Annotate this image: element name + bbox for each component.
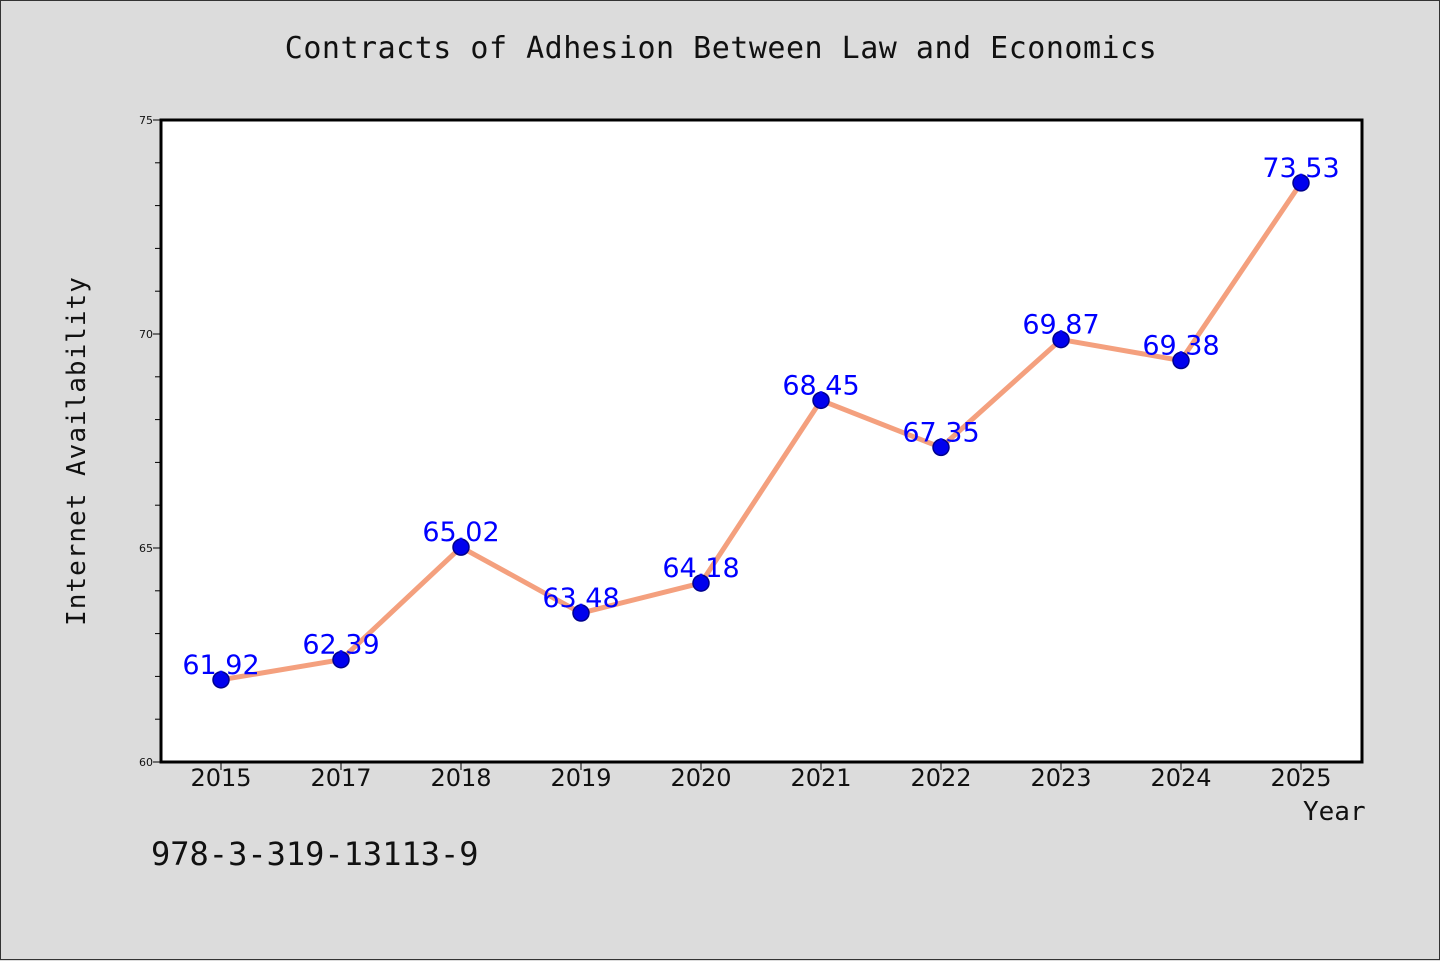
x-tick-label: 2024 <box>1150 764 1211 792</box>
y-tick-label: 60 <box>139 756 153 769</box>
data-point <box>812 391 830 410</box>
y-tick-label: 65 <box>139 542 153 555</box>
data-point <box>212 671 230 689</box>
data-point <box>572 604 590 622</box>
x-tick-label: 2022 <box>910 764 971 792</box>
data-point <box>692 574 710 592</box>
chart-title: Contracts of Adhesion Between Law and Ec… <box>284 31 1158 66</box>
x-tick-label: 2015 <box>190 764 251 792</box>
data-label: 69.87 <box>1022 310 1099 341</box>
x-axis-label: Year <box>1303 797 1366 827</box>
isbn-footnote: 978-3-319-13113-9 <box>151 835 479 873</box>
x-tick-label: 2019 <box>550 764 611 792</box>
y-axis-label: Internet Availability <box>62 276 92 626</box>
plot-frame <box>159 118 1364 764</box>
x-tick-label: 2018 <box>430 764 491 792</box>
data-label: 61.92 <box>182 650 259 681</box>
x-tick-label: 2017 <box>310 764 371 792</box>
data-label: 62.39 <box>302 630 379 661</box>
data-label: 67.35 <box>902 417 979 448</box>
data-label: 63.48 <box>542 583 619 614</box>
x-tick-label: 2021 <box>790 764 851 792</box>
data-point <box>1052 330 1070 349</box>
series-line <box>218 180 1304 683</box>
data-label: 64.18 <box>662 553 739 584</box>
data-point <box>452 538 470 556</box>
x-tick-label: 2020 <box>670 764 731 792</box>
data-point <box>1172 351 1190 370</box>
data-label: 68.45 <box>782 370 859 401</box>
y-tick-label: 70 <box>139 328 153 341</box>
data-label: 65.02 <box>422 517 499 548</box>
plot-area <box>161 120 1362 762</box>
data-point <box>1292 174 1310 192</box>
y-tick-label: 75 <box>139 114 153 127</box>
data-point <box>932 438 950 457</box>
x-tick-label: 2023 <box>1030 764 1091 792</box>
data-label: 69.38 <box>1142 331 1219 362</box>
data-point <box>332 650 350 669</box>
x-tick-label: 2025 <box>1270 764 1331 792</box>
data-label: 73.53 <box>1262 153 1339 184</box>
